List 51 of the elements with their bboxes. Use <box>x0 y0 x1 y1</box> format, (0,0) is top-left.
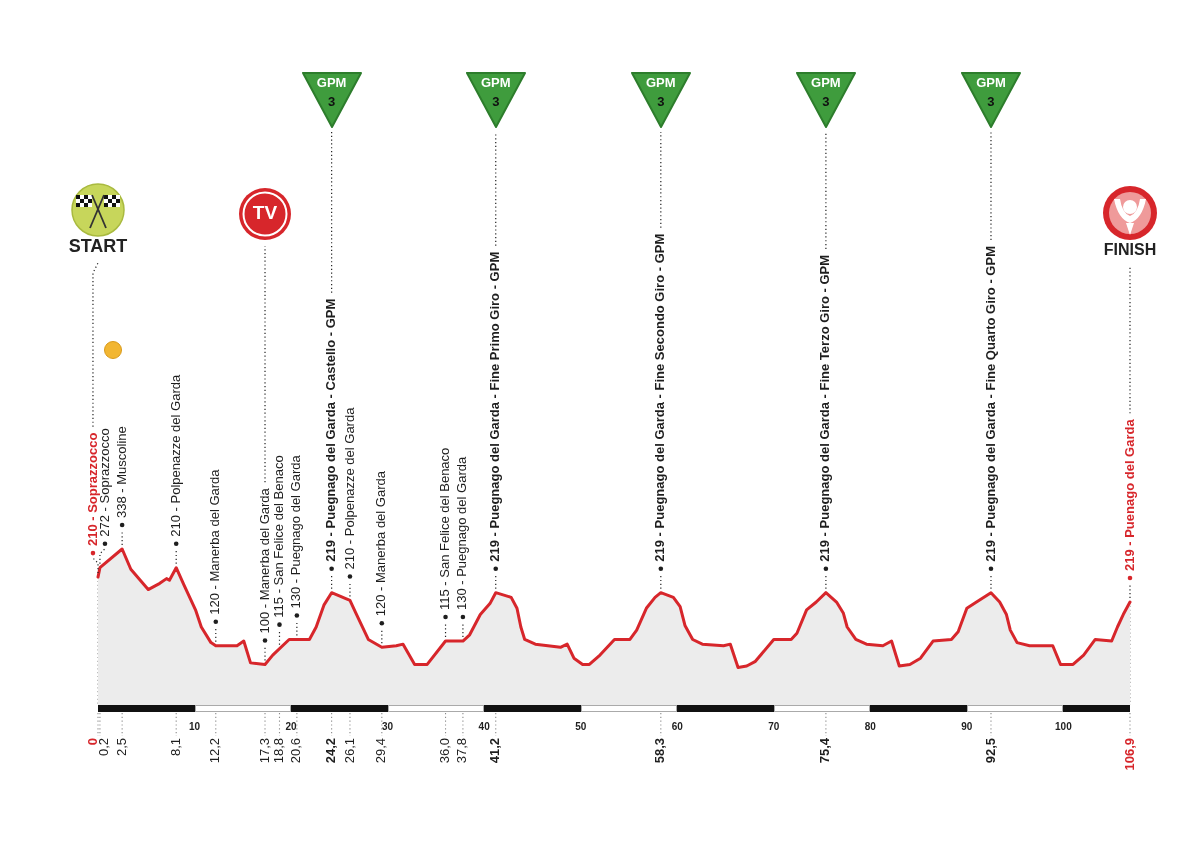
ref-line-label: 120 - Manerba del Garda <box>373 470 389 617</box>
text: GPM 3 <box>480 74 511 109</box>
x-tick-label: 30 <box>382 720 394 732</box>
x-tick-label: 40 <box>478 720 491 732</box>
x-tick-label: 80 <box>864 720 877 732</box>
x-tick-label: 90 <box>961 720 973 732</box>
x2-tick-label: 36,0 <box>437 738 453 764</box>
x2-tick-label: 29,4 <box>373 738 389 764</box>
ref-line-label: 130 - Puegnago del Garda <box>288 454 304 609</box>
x2-tick-label: 24,2 <box>323 738 339 764</box>
x2-tick-label: 106,9 <box>1121 738 1137 771</box>
ref-line-label: 219 - Puenago del Garda <box>1121 418 1137 572</box>
ref-line-label: 219 - Puegnago del Garda - Fine Primo Giro - GPM <box>487 251 503 562</box>
x2-tick-label: 18,8 <box>271 738 287 764</box>
ref-line-label: 100 - Manerba del Garda <box>256 487 272 634</box>
x-tick-label: 50 <box>575 720 587 732</box>
x2-tick-label: 26,1 <box>341 738 357 764</box>
x-tick-label: 60 <box>671 720 684 732</box>
ref-line-label: 130 - Puegnago del Garda <box>454 456 470 611</box>
ref-line-label: 219 - Puegnago del Garda - Fine Quarto Giro - GPM <box>982 246 998 562</box>
ref-line-label: 210 - Polpenazze del Garda <box>167 374 183 537</box>
x2-tick-label: 20,6 <box>288 738 304 764</box>
ref-line-label: 210 - Polpenazze del Garda <box>341 406 357 570</box>
text: GPM 3 <box>646 74 676 109</box>
x2-tick-label: 2,5 <box>113 738 129 757</box>
text: GPM 3 <box>976 74 1006 109</box>
ref-line-label: 338 - Muscoline <box>113 426 129 518</box>
x-tick-label: 70 <box>768 720 780 732</box>
ref-line-label: 120 - Manerba del Garda <box>207 468 223 615</box>
text: GPM 3 <box>811 74 841 109</box>
x2-tick-label: 8,1 <box>167 738 183 757</box>
x2-tick-label: 0,2 <box>96 738 112 757</box>
x2-tick-label: 41,2 <box>487 738 503 764</box>
ref-line-label: 115 - San Felice del Benaco <box>271 455 287 618</box>
x2-tick-label: 92,5 <box>982 738 998 764</box>
x-tick-label: 20 <box>285 720 298 732</box>
ref-line-label: 219 - Puegnago del Garda - Fine Terzo Giro - GPM <box>817 254 833 562</box>
ref-line-label: 115 - San Felice del Benaco <box>437 447 453 611</box>
x2-tick-label: 37,8 <box>454 738 470 764</box>
text: START <box>68 235 128 256</box>
text: GPM 3 <box>316 74 347 109</box>
ref-line-label: 219 - Puegnago del Garda - Fine Secondo Giro - GPM <box>652 233 668 562</box>
x2-tick-label: 12,2 <box>207 738 223 764</box>
ref-line-label: 219 - Puegnago del Garda - Castello - GPM <box>323 298 339 562</box>
x2-tick-label: 75,4 <box>817 737 833 764</box>
text: TV <box>252 202 278 224</box>
x2-tick-label: 17,3 <box>256 738 272 764</box>
x-tick-label: 10 <box>188 720 201 732</box>
text: FINISH <box>1103 241 1157 259</box>
x-tick-label: 100 <box>1055 720 1073 732</box>
x2-tick-label: 58,3 <box>652 738 668 764</box>
